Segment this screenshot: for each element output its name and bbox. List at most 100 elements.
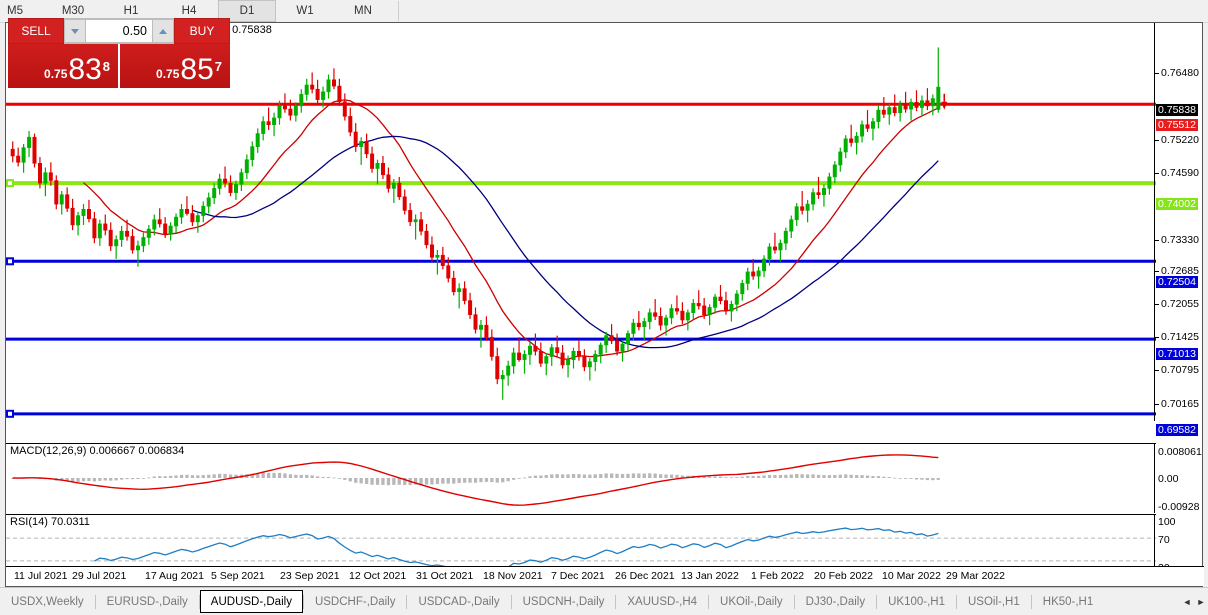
price-tick-label: 0.75220: [1155, 134, 1203, 146]
timeframe-button-m30[interactable]: M30: [61, 5, 85, 17]
price-tag-level-blue[interactable]: 0.71013: [1156, 348, 1198, 360]
macd-scale-label: 0.00: [1158, 473, 1179, 485]
one-click-trade-panel: SELL 0.50 BUY 0.75 83 8 0.75 85 7: [8, 18, 230, 88]
tab-divider: [615, 594, 617, 609]
candlestick-chart: [6, 47, 1156, 418]
buy-price-prefix: 0.75: [156, 67, 180, 81]
date-tick-label: 1 Feb 2022: [751, 570, 805, 582]
sell-button[interactable]: SELL: [8, 18, 64, 44]
tabs-scroll-left-button[interactable]: ◄: [1182, 596, 1192, 607]
price-tag-resistance[interactable]: 0.75512: [1156, 119, 1198, 131]
tab-divider: [708, 594, 710, 609]
timeframe-button-h1[interactable]: H1: [123, 5, 139, 17]
buy-price-sup: 7: [214, 59, 222, 74]
sell-price-sup: 8: [102, 59, 110, 74]
tab-divider: [793, 594, 795, 609]
trade-panel-quotes-row: 0.75 83 8 0.75 85 7: [8, 44, 230, 88]
symbol-tab-eurusd-daily[interactable]: EURUSD-,Daily: [106, 595, 188, 608]
lot-size-input[interactable]: 0.50: [86, 19, 152, 43]
sell-price-quote[interactable]: 0.75 83 8: [8, 44, 118, 88]
tab-divider: [510, 594, 512, 609]
timeframe-button-d1[interactable]: D1: [218, 0, 276, 22]
macd-scale: 0.008061 0.00 -0.00928: [1154, 443, 1202, 513]
timeframe-buttons: M5 M30 H1 H4 D1 W1 MN: [0, 0, 399, 22]
trade-panel-top-row: SELL 0.50 BUY: [8, 18, 230, 44]
tab-divider: [198, 594, 200, 609]
tab-divider: [94, 594, 96, 609]
date-tick-label: 11 Jul 2021: [14, 570, 68, 582]
date-tick-label: 29 Mar 2022: [946, 570, 1005, 582]
price-tick-label: 0.72055: [1155, 298, 1203, 310]
symbol-tab-ukoil-daily[interactable]: UKOil-,Daily: [720, 595, 783, 608]
timeframe-toolbar: M5 M30 H1 H4 D1 W1 MN: [0, 0, 1208, 23]
date-tick-label: 31 Oct 2021: [416, 570, 474, 582]
chevron-down-icon: [71, 28, 79, 34]
symbol-tab-uk100-h1[interactable]: UK100-,H1: [888, 595, 945, 608]
timeframe-button-m5[interactable]: M5: [7, 5, 23, 17]
date-tick-label: 18 Nov 2021: [483, 570, 543, 582]
rsi-label: RSI(14) 70.0311: [10, 516, 90, 528]
price-tag-last-price[interactable]: 0.75838: [1156, 104, 1198, 116]
symbol-tab-usdchf-daily[interactable]: USDCHF-,Daily: [314, 595, 396, 608]
macd-chart: [11, 454, 940, 506]
date-tick-label: 26 Dec 2021: [615, 570, 675, 582]
timeframe-button-h4[interactable]: H4: [181, 5, 197, 17]
price-tag-level-blue[interactable]: 0.72504: [1156, 276, 1198, 288]
rsi-scale-label: 70: [1158, 534, 1170, 546]
sell-price-prefix: 0.75: [44, 67, 68, 81]
date-tick-label: 23 Sep 2021: [280, 570, 340, 582]
chart-window: AUDUSD-,Daily 0.75412 0.76602 0.75346 0.…: [5, 22, 1204, 588]
sell-price-big: 83: [68, 53, 102, 86]
date-axis[interactable]: 11 Jul 2021 29 Jul 2021 17 Aug 2021 5 Sep 2…: [6, 566, 1204, 586]
date-tick-label: 29 Jul 2021: [72, 570, 127, 582]
chevron-up-icon: [159, 28, 167, 34]
date-tick-label: 12 Oct 2021: [349, 570, 407, 582]
price-tick-label: 0.70795: [1155, 364, 1203, 376]
timeframe-button-w1[interactable]: W1: [296, 5, 314, 17]
tab-divider: [876, 594, 878, 609]
price-tick-label: 0.73330: [1155, 234, 1203, 246]
buy-price-big: 85: [180, 53, 214, 86]
price-tick-label: 0.76480: [1155, 67, 1203, 79]
price-tick-label: 0.70165: [1155, 398, 1203, 410]
macd-label: MACD(12,26,9) 0.006667 0.006834: [10, 445, 185, 457]
symbol-tab-bar: USDX,Weekly EURUSD-,Daily AUDUSD-,Daily USD…: [0, 587, 1208, 615]
tab-divider: [956, 594, 957, 609]
symbol-tab-xauusd-h4[interactable]: XAUUSD-,H4: [627, 595, 698, 608]
rsi-chart: [6, 527, 1156, 573]
symbol-tab-dj30-daily[interactable]: DJ30-,Daily: [805, 595, 866, 608]
toolbar-divider: [398, 1, 399, 21]
date-tick-label: 20 Feb 2022: [814, 570, 873, 582]
buy-price-quote[interactable]: 0.75 85 7: [120, 44, 230, 88]
symbol-tab-usoil-h1[interactable]: USOil-,H1: [968, 595, 1020, 608]
date-tick-label: 10 Mar 2022: [882, 570, 941, 582]
symbol-tab-audusd-daily[interactable]: AUDUSD-,Daily: [199, 590, 303, 613]
macd-pane[interactable]: MACD(12,26,9) 0.006667 0.006834: [6, 443, 1156, 514]
symbol-tab-usdcad-daily[interactable]: USDCAD-,Daily: [418, 595, 500, 608]
tabs-scroll-right-button[interactable]: ►: [1196, 596, 1206, 607]
date-tick-label: 13 Jan 2022: [681, 570, 739, 582]
symbol-tab-usdx-weekly[interactable]: USDX,Weekly: [11, 595, 84, 608]
lot-decrease-button[interactable]: [64, 19, 86, 43]
date-tick-label: 17 Aug 2021: [145, 570, 204, 582]
macd-scale-label: -0.00928: [1158, 501, 1200, 513]
macd-scale-label: 0.008061: [1158, 446, 1202, 458]
tab-divider: [1030, 594, 1032, 609]
buy-button[interactable]: BUY: [174, 18, 230, 44]
price-tag-support-green[interactable]: 0.74002: [1156, 198, 1198, 210]
date-tick-label: 5 Sep 2021: [211, 570, 265, 582]
price-scale[interactable]: 0.76480 0.75220 0.74590 0.73330 0.72685 0.720…: [1154, 23, 1203, 436]
date-tick-label: 7 Dec 2021: [551, 570, 605, 582]
symbol-tab-hk50-h1[interactable]: HK50-,H1: [1042, 595, 1094, 608]
price-tick-label: 0.71425: [1155, 331, 1203, 343]
symbol-tab-usdcnh-daily[interactable]: USDCNH-,Daily: [522, 595, 605, 608]
price-tick-label: 0.72685: [1155, 265, 1203, 277]
timeframe-button-mn[interactable]: MN: [354, 5, 372, 17]
price-tag-level-blue[interactable]: 0.69582: [1156, 424, 1198, 436]
lot-size-stepper[interactable]: 0.50: [64, 18, 174, 44]
tab-divider: [406, 594, 408, 609]
price-pane[interactable]: [6, 37, 1156, 439]
lot-increase-button[interactable]: [152, 19, 174, 43]
tab-divider: [302, 594, 304, 609]
